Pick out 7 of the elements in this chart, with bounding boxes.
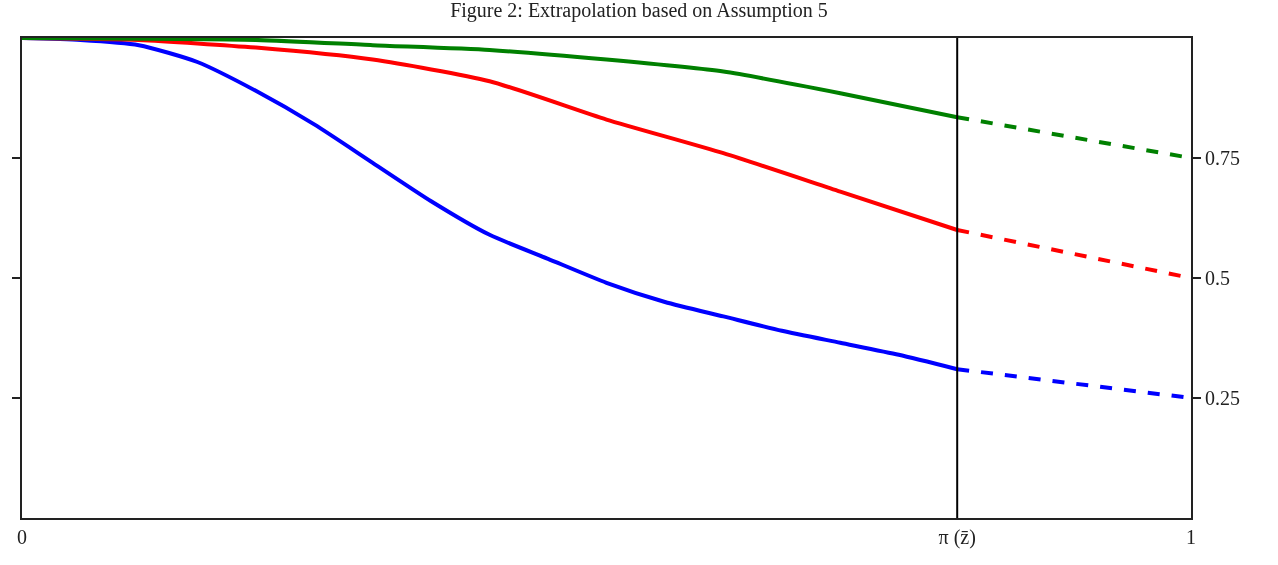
x-tick-label: 1: [1186, 526, 1196, 548]
x-tick-label: π (z̄): [938, 526, 976, 549]
chart-title: Figure 2: Extrapolation based on Assumption 5: [450, 0, 828, 22]
y-tick-label: 0.25: [1205, 387, 1240, 409]
y-tick-label: 0.5: [1205, 267, 1230, 289]
x-tick-label: 0: [17, 526, 27, 548]
y-tick-label: 0.75: [1205, 147, 1240, 169]
